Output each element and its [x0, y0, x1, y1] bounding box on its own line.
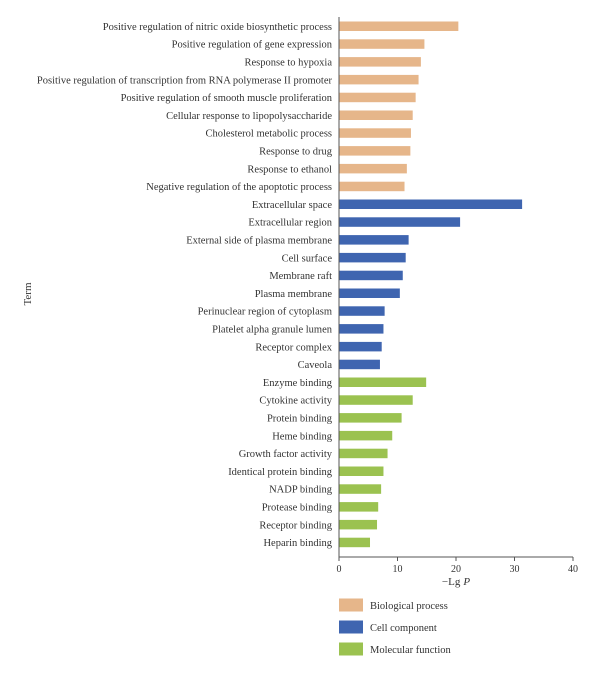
bar: [339, 413, 402, 423]
bar: [339, 163, 407, 174]
term-label: NADP binding: [269, 485, 333, 496]
bar: [339, 235, 409, 245]
bar: [339, 448, 388, 459]
bar: [339, 39, 425, 49]
term-label: Membrane raft: [269, 271, 332, 282]
term-labels-layer: Positive regulation of nitric oxide bios…: [37, 22, 333, 549]
x-tick-label: 20: [451, 564, 461, 575]
x-tick-label: 40: [568, 564, 578, 575]
term-label: Platelet alpha granule lumen: [212, 324, 333, 335]
term-label: Growth factor activity: [239, 449, 333, 460]
term-label: Cellular response to lipopolysaccharide: [166, 111, 332, 122]
bar: [339, 252, 406, 263]
bars-layer: [339, 21, 523, 548]
term-label: Cholesterol metabolic process: [205, 129, 332, 140]
bar: [339, 270, 403, 281]
legend-swatch: [339, 598, 363, 612]
bar: [339, 110, 413, 120]
bar: [339, 74, 419, 85]
term-label: Cytokine activity: [259, 396, 332, 407]
x-axis-title-main: −Lg: [442, 576, 461, 588]
bar: [339, 146, 411, 156]
y-axis-title: Term: [22, 282, 34, 305]
term-label: Identical protein binding: [228, 467, 333, 478]
term-label: Enzyme binding: [263, 378, 333, 389]
bar: [339, 430, 393, 441]
term-label: Extracellular region: [248, 218, 332, 229]
term-label: Negative regulation of the apoptotic pro…: [146, 182, 332, 193]
term-label: Response to drug: [259, 146, 333, 157]
term-label: External side of plasma membrane: [186, 235, 332, 246]
legend-label: Cell component: [370, 623, 437, 634]
bar: [339, 288, 400, 298]
term-label: Protease binding: [262, 502, 333, 513]
bar: [339, 484, 382, 494]
bar: [339, 466, 384, 476]
bar: [339, 502, 379, 512]
legend-swatch: [339, 620, 363, 634]
term-label: Positive regulation of nitric oxide bios…: [103, 22, 332, 33]
x-tick-label: 30: [510, 564, 520, 575]
term-label: Positive regulation of gene expression: [172, 40, 333, 51]
bar: [339, 377, 427, 387]
legend-label: Biological process: [370, 601, 448, 612]
term-label: Perinuclear region of cytoplasm: [198, 307, 332, 318]
bar: [339, 324, 384, 334]
bar: [339, 395, 413, 405]
term-label: Heme binding: [272, 431, 333, 442]
term-label: Response to ethanol: [247, 164, 332, 175]
term-label: Extracellular space: [252, 200, 332, 211]
term-label: Cell surface: [282, 253, 333, 264]
legend: Biological process Cell component Molecula…: [339, 598, 452, 656]
term-label: Positive regulation of transcription fro…: [37, 75, 333, 86]
x-axis: 0 10 20 30 40: [337, 557, 578, 575]
legend-label: Molecular function: [370, 645, 452, 656]
bar: [339, 57, 421, 67]
bar: [339, 519, 378, 530]
term-label: Protein binding: [267, 413, 333, 424]
term-label: Positive regulation of smooth muscle pro…: [121, 93, 333, 104]
bar: [339, 217, 461, 227]
bar: [339, 537, 371, 548]
bar: [339, 92, 416, 103]
bar: [339, 181, 405, 192]
x-axis-title-italic: P: [462, 576, 470, 588]
legend-swatch: [339, 642, 363, 656]
term-label: Plasma membrane: [255, 289, 333, 300]
bar: [339, 128, 411, 138]
term-label: Receptor binding: [259, 520, 332, 531]
bar: [339, 341, 382, 352]
term-label: Caveola: [298, 360, 333, 371]
term-label: Heparin binding: [263, 538, 332, 549]
bar: [339, 359, 380, 370]
x-axis-title: −Lg P: [442, 576, 470, 588]
term-label: Response to hypoxia: [245, 57, 333, 68]
bar: [339, 199, 523, 209]
x-tick-label: 0: [337, 564, 342, 575]
bar: [339, 21, 459, 31]
x-tick-label: 10: [393, 564, 403, 575]
bar: [339, 306, 385, 316]
term-label: Receptor complex: [255, 342, 332, 353]
